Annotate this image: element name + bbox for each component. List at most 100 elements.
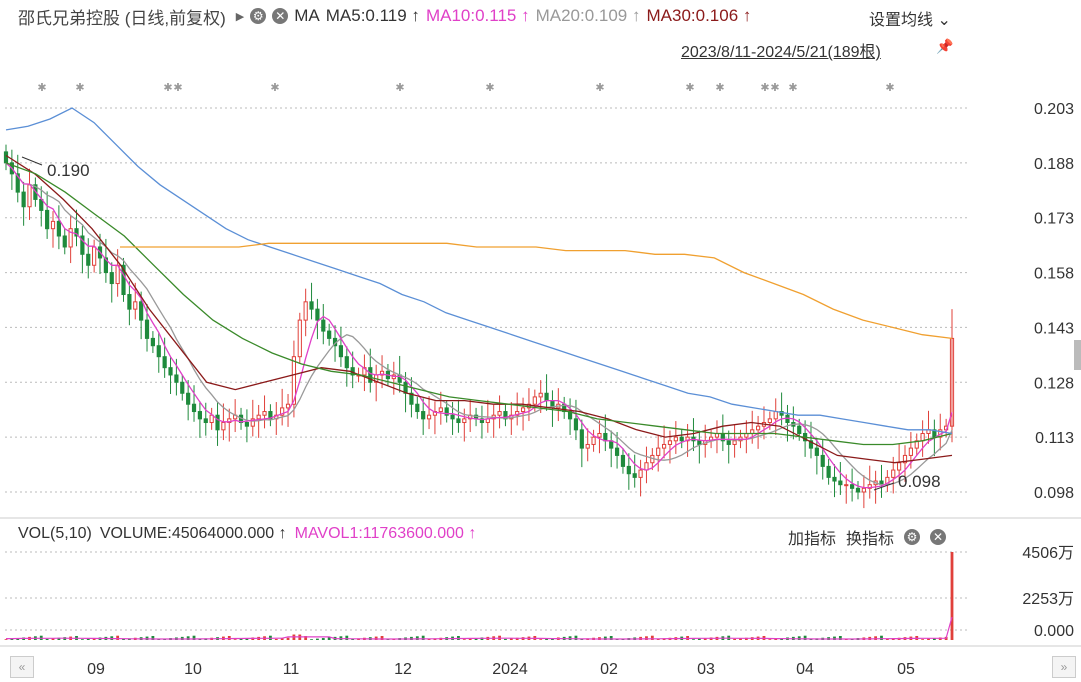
volume-bar [321, 638, 325, 640]
x-tick-label: 10 [184, 661, 202, 678]
volume-bar [603, 636, 607, 640]
x-tick-label: 02 [600, 661, 618, 678]
volume-bar [245, 638, 249, 640]
volume-bar [427, 638, 431, 640]
candle-body [497, 411, 502, 416]
pin-icon[interactable]: 📌 [936, 38, 954, 54]
ma-long-orange-line [120, 242, 953, 340]
ma-long-blue-line [5, 107, 953, 435]
volume-bar [921, 639, 925, 640]
high-annotation: 0.190 [47, 161, 90, 180]
candle-body [338, 345, 344, 358]
candle-body [45, 209, 50, 230]
date-range[interactable]: 2023/8/11-2024/5/21(189根) [681, 44, 881, 61]
expand-triangle-icon[interactable]: ▶ [235, 10, 245, 23]
volume-bar [151, 635, 155, 640]
event-marker: ✱ [685, 82, 694, 94]
y-tick-label: 0.203 [1034, 101, 1074, 118]
volume-bar [186, 636, 190, 640]
candle-body [103, 257, 108, 274]
candle-body [732, 440, 737, 445]
add-indicator-button[interactable]: 加指标 [788, 531, 837, 548]
candle-body [620, 454, 626, 467]
candle-body [779, 411, 784, 416]
candle-body [162, 356, 167, 369]
candle-body [850, 484, 855, 489]
candle-body [515, 411, 520, 416]
candle-body [532, 396, 537, 405]
event-marker: ✱ [270, 82, 279, 94]
mavol1-line [6, 616, 953, 640]
candle-body [450, 414, 455, 420]
volume-bar [874, 636, 878, 640]
candle-body [808, 440, 814, 449]
candle-body [597, 432, 602, 438]
candle-body [644, 462, 649, 471]
volume-bar [92, 638, 96, 640]
volume-bar [233, 639, 237, 640]
y-tick-label: 0.113 [1035, 430, 1074, 447]
candle-body [797, 425, 802, 434]
ma30-line [5, 162, 953, 446]
candle-body [168, 367, 173, 376]
scroll-left-button[interactable]: « [10, 656, 34, 678]
candle-body [444, 407, 449, 416]
volume-bar [927, 638, 930, 640]
candle-body [503, 411, 508, 420]
event-marker: ✱ [595, 82, 604, 94]
candle-body [638, 469, 643, 478]
candle-body [133, 301, 138, 310]
set-ma-label: 设置均线 [869, 12, 934, 29]
candle-body [479, 418, 485, 424]
candle-body [421, 411, 426, 420]
volume-bar [656, 638, 660, 640]
close-icon[interactable]: ✕ [930, 529, 947, 545]
volume-bar [57, 637, 61, 640]
candle-body [914, 440, 919, 449]
candle-body [309, 301, 314, 310]
candle-body [80, 235, 85, 255]
event-marker: ✱ [485, 82, 494, 94]
candle-body [520, 407, 526, 413]
scroll-right-button[interactable]: » [1052, 656, 1076, 678]
right-edge-handle[interactable] [1074, 340, 1081, 370]
candle-body [585, 443, 590, 449]
volume-bar [80, 639, 84, 640]
candle-body [415, 403, 420, 413]
volume-bar [504, 638, 507, 640]
candle-body [932, 429, 937, 438]
volume-bar [122, 638, 125, 640]
candle-body [685, 436, 690, 442]
set-ma-button[interactable]: 设置均线 ⌄ [869, 6, 951, 30]
candle-body [432, 411, 438, 416]
candle-body [814, 447, 819, 456]
candle-body [656, 447, 661, 456]
switch-indicator-button[interactable]: 换指标 [846, 531, 895, 548]
volume-bar [844, 639, 848, 640]
volume-bar [468, 638, 472, 640]
ma5-line [5, 162, 953, 489]
candle-body [368, 367, 373, 383]
candle-body [303, 301, 308, 321]
candle-body [144, 319, 150, 339]
gear-icon[interactable]: ⚙ [250, 8, 267, 24]
volume-bar [462, 639, 466, 640]
candle-body [591, 436, 596, 445]
y-tick-label: 0.158 [1034, 266, 1074, 283]
candle-body [15, 173, 20, 193]
gear-icon[interactable]: ⚙ [904, 529, 921, 545]
event-marker: ✱ [770, 82, 779, 94]
candle-body [820, 454, 825, 467]
volume-bar [280, 638, 284, 640]
candle-body [127, 294, 132, 310]
close-icon[interactable]: ✕ [272, 8, 289, 24]
volume-header: VOL(5,10) VOLUME:45064000.000 ↑ MAVOL1:1… [18, 525, 484, 543]
ma10-line [5, 162, 953, 486]
volume-bar [833, 636, 836, 640]
candle-body [438, 407, 443, 413]
volume-bar [239, 638, 243, 640]
ma5-value: MA5:0.119 ↑ [325, 6, 420, 25]
volume-buttons: 加指标 换指标 ⚙ ✕ [788, 525, 956, 549]
volume-bar [51, 638, 55, 640]
